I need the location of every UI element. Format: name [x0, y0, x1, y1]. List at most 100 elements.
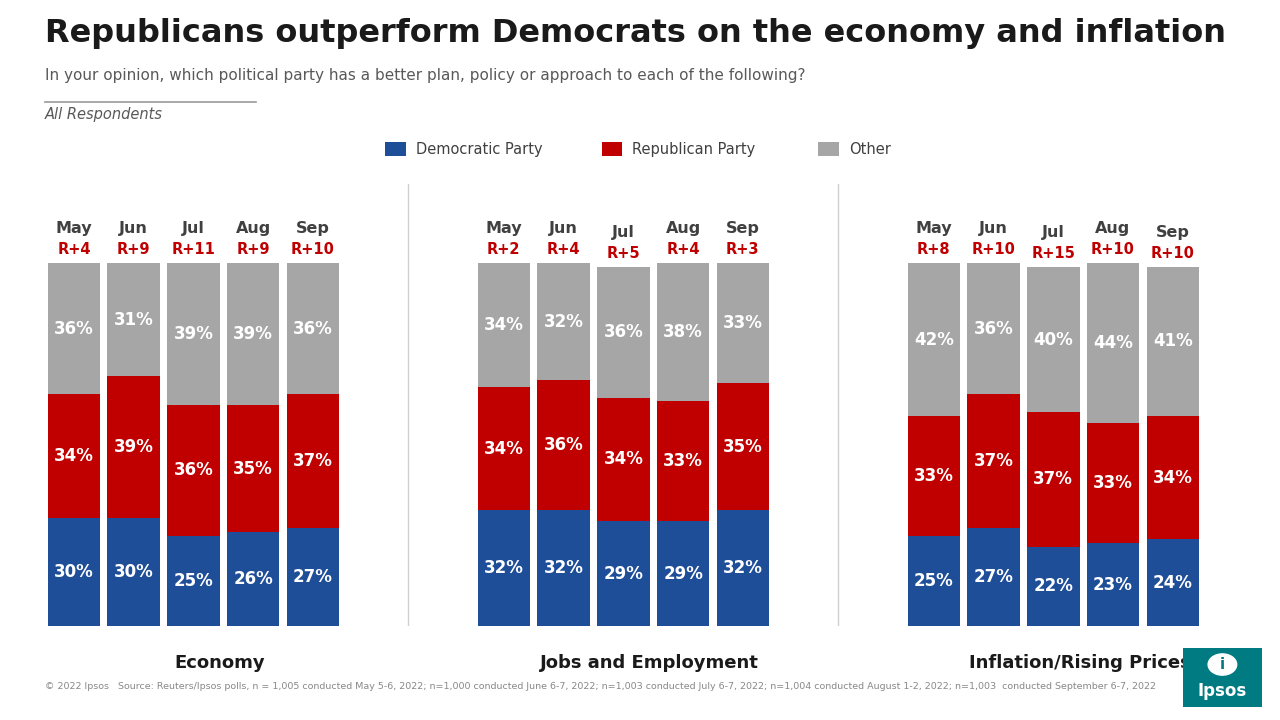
Bar [717, 264, 769, 383]
Text: 39%: 39% [233, 325, 273, 343]
Text: 34%: 34% [54, 447, 93, 465]
Bar [657, 521, 709, 626]
Text: © 2022 Ipsos   Source: Reuters/Ipsos polls, n = 1,005 conducted May 5-6, 2022; n: © 2022 Ipsos Source: Reuters/Ipsos polls… [45, 683, 1156, 691]
Text: 38%: 38% [663, 323, 703, 341]
Bar [717, 383, 769, 510]
Text: Ipsos: Ipsos [1198, 682, 1247, 700]
Text: Aug: Aug [666, 222, 700, 236]
Text: Aug: Aug [236, 222, 271, 236]
Text: In your opinion, which political party has a better plan, policy or approach to : In your opinion, which political party h… [45, 68, 805, 84]
Text: R+4: R+4 [547, 242, 580, 257]
Text: Other: Other [849, 142, 891, 156]
Text: R+10: R+10 [291, 242, 335, 257]
Text: 36%: 36% [603, 323, 644, 341]
Bar [657, 401, 709, 521]
Text: Jun: Jun [549, 222, 579, 236]
Text: R+11: R+11 [172, 242, 215, 257]
Bar [227, 405, 279, 532]
Text: 30%: 30% [54, 563, 93, 581]
Text: R+5: R+5 [607, 246, 640, 261]
Bar [1147, 539, 1199, 626]
Text: R+8: R+8 [916, 242, 951, 257]
Text: 33%: 33% [1093, 474, 1133, 492]
Text: R+3: R+3 [726, 242, 759, 257]
Text: Jul: Jul [1042, 225, 1065, 240]
Text: 30%: 30% [114, 563, 154, 581]
Text: Jul: Jul [612, 225, 635, 240]
Text: 32%: 32% [723, 559, 763, 577]
Text: 33%: 33% [663, 452, 703, 470]
Text: R+4: R+4 [58, 242, 91, 257]
Bar [477, 510, 530, 626]
Text: R+15: R+15 [1032, 246, 1075, 261]
Text: 37%: 37% [974, 452, 1014, 470]
Text: Jul: Jul [182, 222, 205, 236]
Text: 35%: 35% [723, 438, 763, 456]
Bar [968, 394, 1020, 528]
Text: Jun: Jun [119, 222, 148, 236]
Text: Republicans outperform Democrats on the economy and inflation: Republicans outperform Democrats on the … [45, 18, 1226, 49]
Bar [287, 528, 339, 626]
Text: 36%: 36% [293, 320, 333, 338]
Text: 40%: 40% [1033, 330, 1073, 348]
Text: 29%: 29% [663, 564, 703, 582]
Text: May: May [55, 222, 92, 236]
Text: Sep: Sep [1156, 225, 1189, 240]
Circle shape [1208, 654, 1236, 675]
Text: R+4: R+4 [667, 242, 700, 257]
Text: 33%: 33% [914, 467, 954, 485]
Text: 32%: 32% [484, 559, 524, 577]
Bar [1147, 267, 1199, 416]
Text: Sep: Sep [726, 222, 760, 236]
Text: 39%: 39% [114, 438, 154, 456]
Bar [968, 264, 1020, 394]
Text: 27%: 27% [974, 568, 1014, 586]
Text: 26%: 26% [233, 570, 273, 588]
Text: 25%: 25% [914, 572, 954, 590]
Text: 24%: 24% [1153, 574, 1193, 592]
Text: 36%: 36% [54, 320, 93, 338]
Text: 34%: 34% [603, 451, 644, 469]
Text: Inflation/Rising Prices: Inflation/Rising Prices [969, 654, 1190, 672]
Text: 27%: 27% [293, 568, 333, 586]
Bar [598, 397, 650, 521]
Text: Sep: Sep [296, 222, 330, 236]
Text: R+10: R+10 [1091, 242, 1135, 257]
Bar [1027, 546, 1079, 626]
Text: 25%: 25% [174, 572, 214, 590]
Bar [1147, 416, 1199, 539]
Text: 37%: 37% [293, 452, 333, 470]
Text: 34%: 34% [484, 439, 524, 457]
Text: 42%: 42% [914, 330, 954, 348]
Bar [1027, 413, 1079, 546]
Text: 34%: 34% [484, 316, 524, 334]
Text: 35%: 35% [233, 459, 273, 477]
Bar [108, 376, 160, 518]
Text: R+10: R+10 [972, 242, 1015, 257]
Text: 36%: 36% [174, 462, 214, 480]
Text: R+10: R+10 [1151, 246, 1194, 261]
Bar [227, 532, 279, 626]
Text: 29%: 29% [603, 564, 644, 582]
Text: May: May [485, 222, 522, 236]
Bar [908, 264, 960, 416]
Text: i: i [1220, 657, 1225, 672]
Bar [47, 518, 100, 626]
Bar [477, 264, 530, 387]
Bar [598, 521, 650, 626]
Text: Democratic Party: Democratic Party [416, 142, 543, 156]
Text: 41%: 41% [1153, 333, 1193, 351]
Bar [287, 264, 339, 394]
Text: Jobs and Employment: Jobs and Employment [540, 654, 759, 672]
Bar [538, 510, 590, 626]
Text: All Respondents: All Respondents [45, 107, 163, 122]
Bar [598, 267, 650, 397]
Bar [108, 264, 160, 376]
Text: R+2: R+2 [488, 242, 521, 257]
Text: Republican Party: Republican Party [632, 142, 755, 156]
Text: 36%: 36% [974, 320, 1014, 338]
Bar [538, 264, 590, 379]
Text: 39%: 39% [174, 325, 214, 343]
Bar [47, 264, 100, 394]
Text: 22%: 22% [1033, 577, 1073, 595]
